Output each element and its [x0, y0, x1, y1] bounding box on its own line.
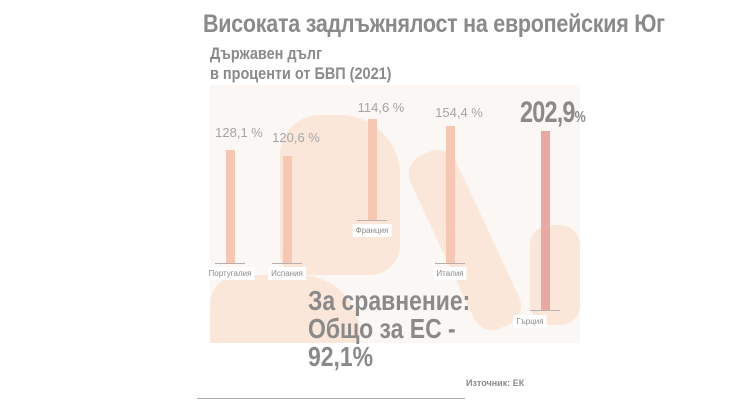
eu-comparison-note: За сравнение: Общо за ЕС - 92,1% [308, 287, 470, 371]
category-label: Португалия [205, 267, 255, 280]
bar-0 [226, 150, 235, 263]
chart-title: Високата задлъжнялост на европейския Юг [203, 10, 665, 38]
bar-baseline-2 [357, 220, 387, 221]
bar-4 [541, 131, 550, 310]
bar-baseline-0 [215, 263, 245, 264]
category-label: Гърция [513, 315, 547, 328]
value-label: 120,6 % [272, 130, 320, 145]
value-label: 114,6 % [357, 100, 405, 115]
bar-baseline-4 [530, 310, 560, 311]
value-label-greece: 202,9% [520, 96, 586, 129]
value-label: 154,4 % [435, 105, 483, 120]
bar-3 [446, 126, 455, 263]
source-label: Източник: ЕК [466, 378, 525, 388]
bar-baseline-1 [272, 263, 302, 264]
bar-2 [368, 119, 377, 220]
subtitle-line-2: в проценти от БВП (2021) [210, 64, 392, 83]
note-line-2: Общо за ЕС - [308, 313, 456, 344]
bar-1 [283, 156, 292, 263]
bar-baseline-3 [435, 263, 465, 264]
bottom-divider [197, 398, 465, 399]
category-label: Испания [268, 267, 306, 280]
subtitle-line-1: Държавен дълг [210, 44, 323, 63]
note-line-3: 92,1% [308, 341, 374, 372]
chart-subtitle: Държавен дълг в проценти от БВП (2021) [210, 44, 391, 84]
value-label: 128,1 % [215, 125, 263, 140]
note-line-1: За сравнение: [308, 285, 471, 316]
category-label: Франция [352, 224, 392, 237]
category-label: Италия [433, 267, 467, 280]
europe-map-background [210, 85, 580, 343]
